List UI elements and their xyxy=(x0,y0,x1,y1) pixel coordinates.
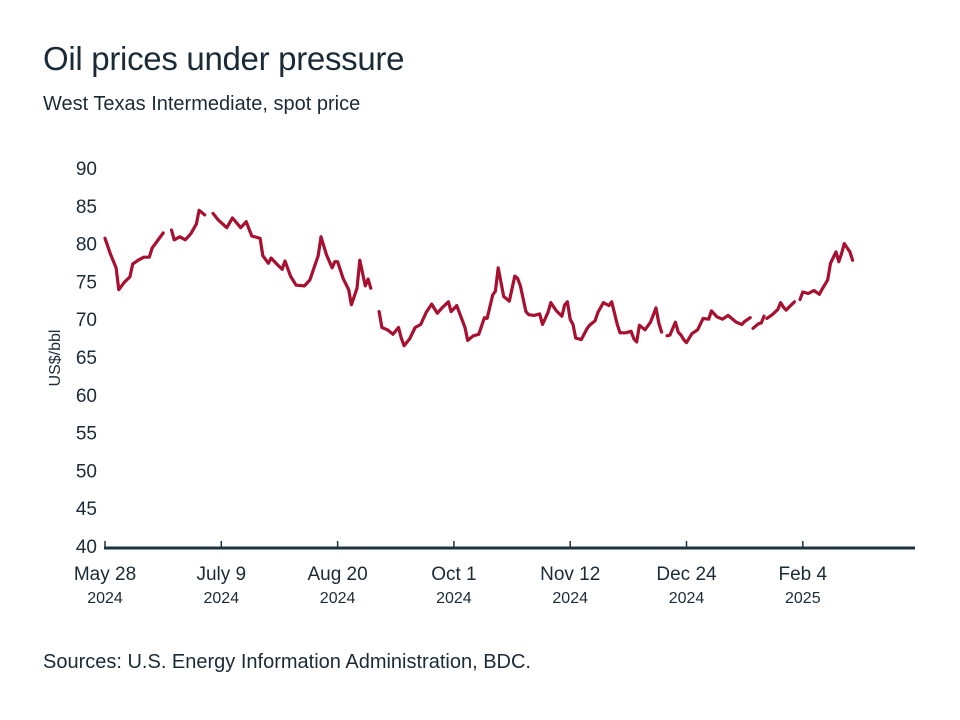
x-tick-label: July 9 xyxy=(196,564,246,585)
series-line-segment xyxy=(798,242,855,302)
y-tick-label: 50 xyxy=(76,461,97,482)
y-tick-label: 55 xyxy=(76,424,97,445)
x-tick-year-label: 2024 xyxy=(552,590,588,607)
series-line-segment xyxy=(751,314,766,330)
x-tick-label: Aug 20 xyxy=(307,564,367,585)
x-tick-year-label: 2025 xyxy=(785,590,821,607)
y-tick-label: 85 xyxy=(76,197,97,218)
series-line-segment xyxy=(765,300,797,320)
x-tick-year-label: 2024 xyxy=(87,590,123,607)
y-tick-label: 80 xyxy=(76,235,97,256)
x-tick-label: Feb 4 xyxy=(779,564,828,585)
y-tick-label: 65 xyxy=(76,348,97,369)
series-line-segment xyxy=(103,231,165,292)
series-line-segment xyxy=(377,266,664,348)
x-tick-year-label: 2024 xyxy=(204,590,240,607)
series-line-segment xyxy=(665,309,752,345)
x-tick-year-label: 2024 xyxy=(436,590,472,607)
chart-subtitle: West Texas Intermediate, spot price xyxy=(43,93,361,115)
y-tick-label: 70 xyxy=(76,310,97,331)
x-tick-label: Oct 1 xyxy=(431,564,476,585)
x-axis: May 28 2024 July 9 2024 Aug 20 2024 Oct 1 2024 N… xyxy=(74,541,828,607)
series-line-segment xyxy=(211,211,373,307)
x-tick-label: Dec 24 xyxy=(656,564,717,585)
y-axis: 40 45 50 55 60 65 70 75 80 85 90 xyxy=(76,159,97,558)
x-tick-label: Nov 12 xyxy=(540,564,600,585)
y-tick-label: 40 xyxy=(76,537,97,558)
x-tick-label: May 28 xyxy=(74,564,136,585)
y-tick-label: 90 xyxy=(76,159,97,180)
source-note: Sources: U.S. Energy Information Adminis… xyxy=(43,651,531,673)
series-wti xyxy=(103,208,855,348)
y-tick-label: 60 xyxy=(76,386,97,407)
series-line-segment xyxy=(169,208,207,242)
chart-title: Oil prices under pressure xyxy=(43,40,405,77)
y-tick-label: 45 xyxy=(76,499,97,520)
x-tick-year-label: 2024 xyxy=(669,590,705,607)
x-tick-year-label: 2024 xyxy=(320,590,356,607)
y-tick-label: 75 xyxy=(76,272,97,293)
y-axis-label: US$/bbl xyxy=(47,330,64,387)
